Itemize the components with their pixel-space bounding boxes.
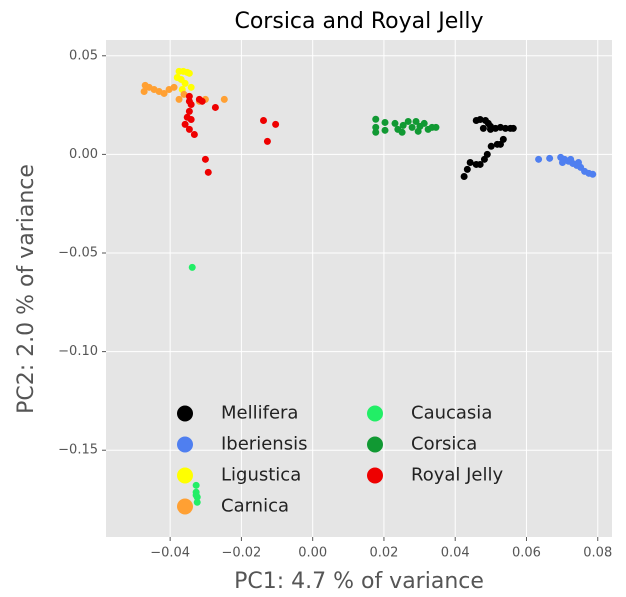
point — [399, 121, 407, 129]
x-tick-label: −0.04 — [150, 546, 190, 561]
legend-label: Mellifera — [221, 403, 298, 424]
point — [381, 126, 389, 134]
point — [372, 115, 380, 123]
point — [546, 154, 554, 162]
point — [479, 124, 487, 132]
point — [263, 137, 271, 145]
point — [175, 95, 183, 103]
point — [391, 119, 399, 127]
legend-label: Carnica — [221, 496, 289, 517]
point — [372, 128, 380, 136]
legend-marker — [177, 498, 193, 515]
legend-label: Iberiensis — [221, 434, 307, 455]
x-axis-label: PC1: 4.7 % of variance — [234, 569, 484, 594]
x-tick-label: 0.06 — [512, 546, 541, 561]
point — [185, 69, 193, 77]
point — [187, 115, 195, 123]
point — [480, 155, 488, 163]
x-tick-label: 0.00 — [298, 546, 327, 561]
point — [211, 103, 219, 111]
legend-label: Caucasia — [411, 403, 492, 424]
point — [192, 481, 200, 489]
point — [420, 119, 428, 127]
point — [487, 142, 495, 150]
point — [460, 172, 468, 180]
legend-marker — [177, 405, 193, 422]
point — [140, 87, 148, 95]
point — [408, 123, 416, 131]
point — [187, 83, 195, 91]
x-tick-label: 0.04 — [441, 546, 470, 561]
y-axis-label: PC2: 2.0 % of variance — [14, 164, 39, 414]
point — [414, 127, 422, 135]
point — [372, 123, 380, 131]
point — [193, 498, 201, 506]
point — [185, 92, 193, 100]
point — [432, 123, 440, 131]
point — [398, 128, 406, 136]
plot-area — [106, 40, 612, 537]
point — [404, 117, 412, 125]
point — [509, 124, 517, 132]
legend-label: Corsica — [411, 434, 477, 455]
point — [220, 95, 228, 103]
point — [192, 491, 200, 499]
point — [472, 160, 480, 168]
point — [381, 118, 389, 126]
point — [188, 263, 196, 271]
x-tick-label: −0.02 — [221, 546, 261, 561]
point — [204, 168, 212, 176]
point — [558, 158, 566, 166]
point — [589, 170, 597, 178]
point — [181, 120, 189, 128]
y-tick-label: 0.00 — [69, 147, 98, 162]
point — [160, 89, 168, 97]
point — [575, 158, 583, 166]
point — [486, 125, 494, 133]
point — [463, 165, 471, 173]
legend-marker — [367, 405, 383, 422]
point — [501, 124, 509, 132]
chart-title: Corsica and Royal Jelly — [234, 9, 483, 34]
legend-marker — [367, 436, 383, 453]
point — [499, 135, 507, 143]
point — [567, 155, 575, 163]
point — [272, 120, 280, 128]
y-tick-label: −0.15 — [58, 443, 98, 458]
y-tick-label: 0.05 — [69, 48, 98, 63]
point — [476, 115, 484, 123]
point — [535, 155, 543, 163]
y-tick-label: −0.10 — [58, 344, 98, 359]
y-tick-label: −0.05 — [58, 246, 98, 261]
point — [180, 90, 188, 98]
point — [181, 79, 189, 87]
x-tick-label: 0.08 — [583, 546, 612, 561]
legend-label: Ligustica — [221, 465, 301, 486]
point — [185, 97, 193, 105]
point — [170, 83, 178, 91]
point — [198, 97, 206, 105]
point — [185, 125, 193, 133]
x-tick-label: 0.02 — [369, 546, 398, 561]
point — [201, 155, 209, 163]
legend-label: Royal Jelly — [411, 465, 504, 486]
legend-marker — [177, 436, 193, 453]
point — [260, 116, 268, 124]
point — [412, 117, 420, 125]
point — [190, 130, 198, 138]
legend-marker — [367, 467, 383, 484]
point — [466, 158, 474, 166]
point — [185, 107, 193, 115]
legend-marker — [177, 467, 193, 484]
